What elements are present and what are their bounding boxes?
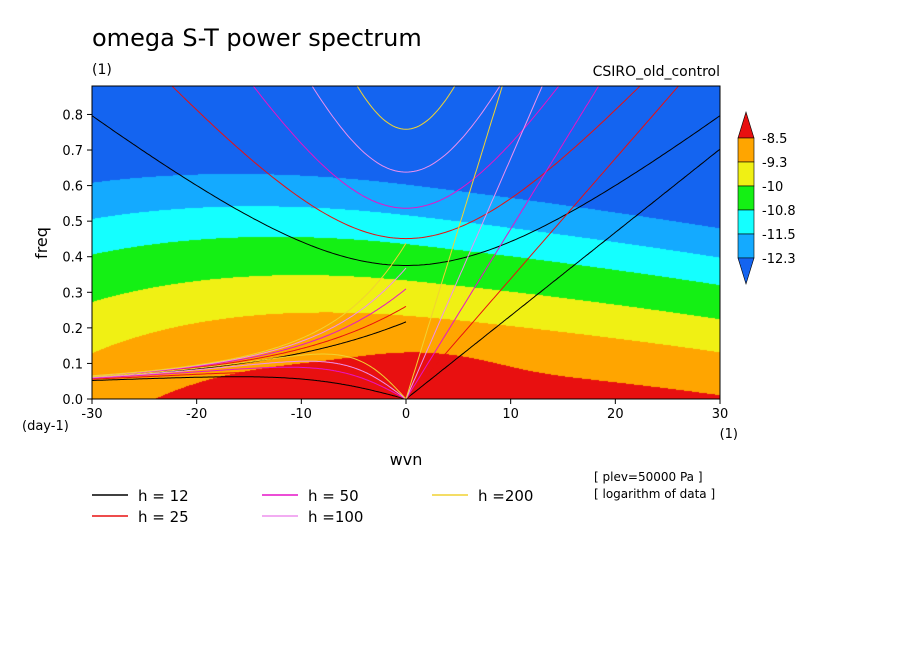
dispersion-curve-inertia-gravity-h100 <box>311 86 501 173</box>
dispersion-curve-rossby-h12 <box>92 376 407 399</box>
dispersion-curve-mixed-rossby-gravity-h200 <box>92 242 407 377</box>
dispersion-curve-kelvin-h100 <box>405 86 543 399</box>
y-tick-label: 0.3 <box>62 286 83 301</box>
y-tick-label: 0.5 <box>62 215 83 230</box>
legend-label-h50: h = 50 <box>308 487 359 505</box>
dispersion-curves <box>92 86 720 399</box>
x-axis-label: wvn <box>390 450 423 469</box>
dispersion-curve-rossby-h100 <box>92 360 407 399</box>
x-tick-label: -30 <box>81 407 102 422</box>
y-tick-label: 0.7 <box>62 144 83 159</box>
chart-subtitle-right: CSIRO_old_control <box>593 64 720 80</box>
colorbar-label: -10 <box>762 180 783 195</box>
dispersion-curve-rossby-h50 <box>92 366 407 399</box>
x-tick-label: -20 <box>186 407 207 422</box>
y-axis-ticks: 0.0 0.1 0.2 0.3 0.4 0.5 0.6 0.7 0.8 <box>62 108 92 408</box>
dispersion-curve-rossby-h200 <box>92 353 407 399</box>
x-tick-label: 30 <box>712 407 729 422</box>
colorbar-box <box>737 233 755 259</box>
colorbar-label: -8.5 <box>762 132 787 147</box>
dispersion-curve-inertia-gravity-h12 <box>92 115 720 266</box>
y-tick-label: 0.0 <box>62 393 83 408</box>
colorbar-label: -11.5 <box>762 228 796 243</box>
dispersion-curve-inertia-gravity-h50 <box>252 86 560 209</box>
dispersion-curve-kelvin-h25 <box>405 86 680 399</box>
legend-label-h200: h =200 <box>478 487 533 505</box>
colorbar-box <box>737 185 755 211</box>
dispersion-curve-kelvin-h50 <box>405 86 600 399</box>
legend-label-h25: h = 25 <box>138 508 189 526</box>
colorbar-box <box>737 209 755 235</box>
colorbar: -8.5 -9.3 -10 -10.8 -11.5 -12.3 <box>737 110 796 286</box>
colorbar-top-arrow <box>737 110 755 139</box>
y-tick-label: 0.6 <box>62 180 83 195</box>
legend-label-h12: h = 12 <box>138 487 189 505</box>
x-tick-label: -10 <box>291 407 312 422</box>
dispersion-curve-kelvin-h12 <box>405 148 720 399</box>
x-axis-ticks: -30 -20 -10 0 10 20 30 <box>81 399 728 422</box>
chart-title: omega S-T power spectrum <box>92 24 422 52</box>
colorbar-box <box>737 137 755 163</box>
colorbar-box <box>737 161 755 187</box>
x-unit-label: (1) <box>720 427 738 442</box>
dispersion-curve-inertia-gravity-h25 <box>171 86 641 240</box>
colorbar-bottom-arrow <box>737 257 755 286</box>
dispersion-curve-inertia-gravity-h200 <box>356 86 456 130</box>
plot-area <box>92 86 720 399</box>
x-tick-label: 20 <box>607 407 624 422</box>
x-tick-label: 10 <box>502 407 519 422</box>
x-tick-label: 0 <box>402 407 410 422</box>
colorbar-label: -10.8 <box>762 204 796 219</box>
chart-subtitle-left: (1) <box>92 62 112 78</box>
y-unit-label: (day-1) <box>22 419 69 434</box>
y-tick-label: 0.4 <box>62 251 83 266</box>
legend: h = 12 h = 25 h = 50 h =100 h =200 <box>92 487 533 526</box>
power-spectrum-field <box>92 86 720 399</box>
y-tick-label: 0.2 <box>62 322 83 337</box>
y-tick-label: 0.1 <box>62 357 83 372</box>
dispersion-curve-kelvin-h200 <box>405 86 503 399</box>
y-tick-label: 0.8 <box>62 108 83 123</box>
note-log: [ logarithm of data ] <box>594 487 715 501</box>
legend-label-h100: h =100 <box>308 508 363 526</box>
y-axis-label: freq <box>32 227 51 259</box>
colorbar-label: -12.3 <box>762 252 796 267</box>
note-plev: [ plev=50000 Pa ] <box>594 470 703 484</box>
colorbar-label: -9.3 <box>762 156 787 171</box>
dispersion-curve-rossby-h25 <box>92 371 407 399</box>
